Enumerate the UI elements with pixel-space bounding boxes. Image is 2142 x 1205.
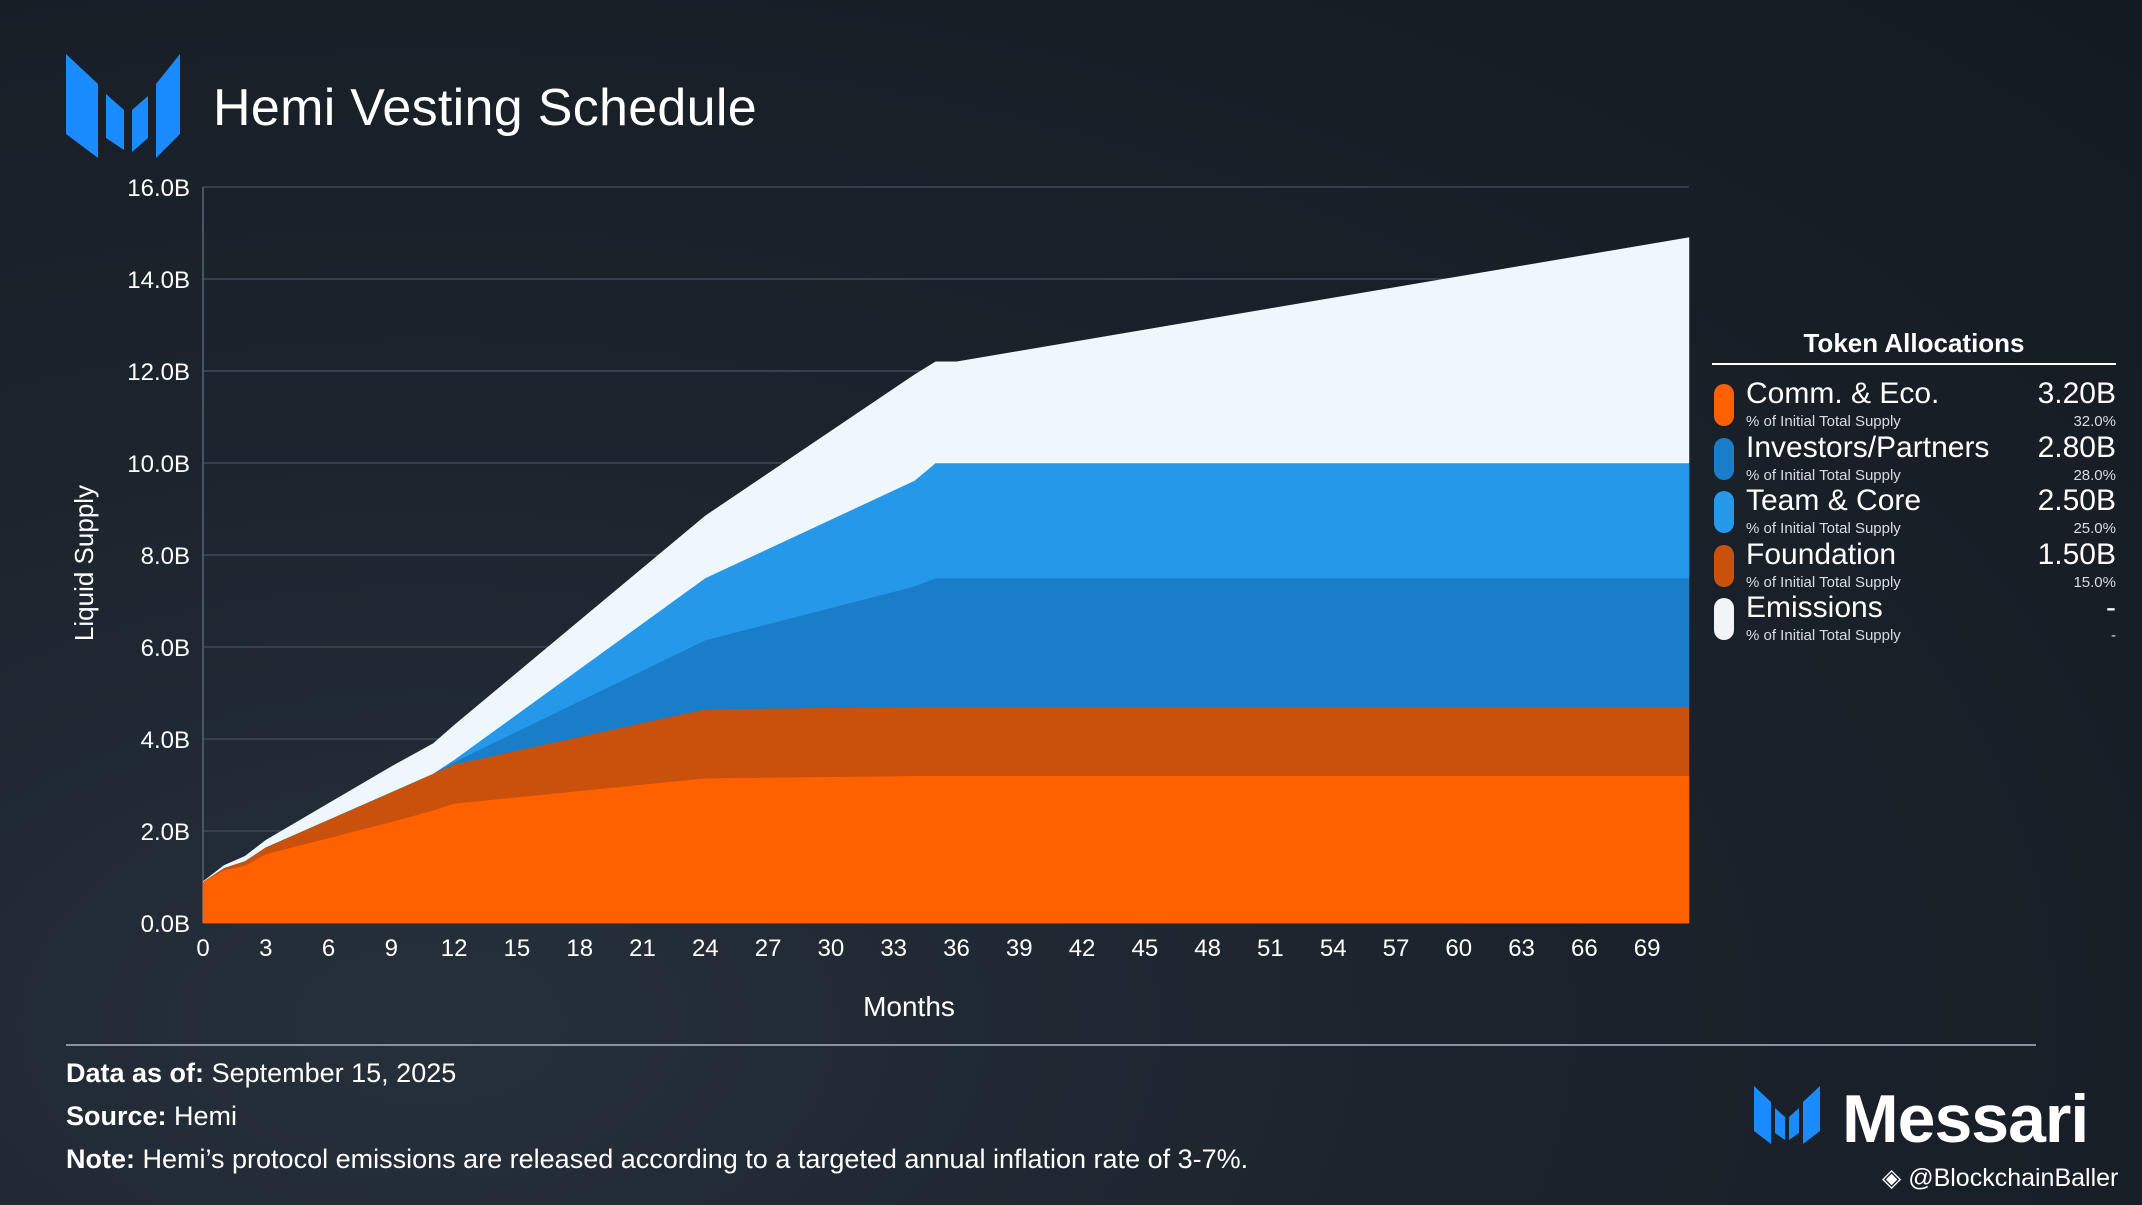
source-value: Hemi bbox=[174, 1101, 238, 1131]
y-tick-label: 2.0B bbox=[141, 819, 190, 846]
legend-swatch bbox=[1714, 384, 1734, 426]
footer-note: Note: Hemi’s protocol emissions are rele… bbox=[66, 1144, 1248, 1175]
watermark: ◈ @BlockchainBaller bbox=[1882, 1163, 2118, 1193]
legend-percent: - bbox=[2111, 627, 2116, 644]
x-tick-label: 66 bbox=[1571, 935, 1598, 962]
x-tick-label: 15 bbox=[504, 935, 531, 962]
legend-name: Comm. & Eco. bbox=[1746, 377, 1940, 410]
legend-value: 2.80B bbox=[2037, 430, 2116, 464]
x-tick-label: 27 bbox=[755, 935, 782, 962]
x-axis-label: Months bbox=[863, 991, 955, 1022]
legend-name: Team & Core bbox=[1746, 484, 1922, 517]
legend-percent: 28.0% bbox=[2073, 466, 2116, 484]
x-tick-label: 54 bbox=[1320, 935, 1347, 962]
x-tick-label: 12 bbox=[441, 935, 468, 962]
footer-source: Source: Hemi bbox=[66, 1101, 237, 1132]
messari-logo-icon bbox=[1754, 1086, 1820, 1144]
x-tick-label: 63 bbox=[1508, 935, 1535, 962]
x-tick-label: 45 bbox=[1131, 935, 1158, 962]
x-tick-label: 57 bbox=[1383, 935, 1410, 962]
legend-swatch bbox=[1714, 437, 1734, 480]
x-tick-label: 24 bbox=[692, 935, 719, 962]
x-tick-label: 69 bbox=[1634, 935, 1661, 962]
legend-name: Investors/Partners bbox=[1746, 430, 1990, 464]
legend-item-team-core: Team & Core 2.50B % of Initial Total Sup… bbox=[1712, 480, 2116, 537]
legend-name: Emissions bbox=[1746, 591, 1883, 624]
footer-date: Data as of: September 15, 2025 bbox=[66, 1058, 456, 1089]
x-tick-label: 51 bbox=[1257, 935, 1284, 962]
x-tick-label: 21 bbox=[629, 935, 656, 962]
legend-value: 1.50B bbox=[2037, 537, 2116, 571]
y-tick-label: 8.0B bbox=[141, 543, 190, 570]
x-tick-label: 0 bbox=[196, 935, 209, 962]
legend-value: 3.20B bbox=[2037, 377, 2116, 410]
note-value: Hemi’s protocol emissions are released a… bbox=[142, 1144, 1249, 1174]
legend-item-foundation: Foundation 1.50B % of Initial Total Supp… bbox=[1712, 534, 2116, 591]
legend-percent: 15.0% bbox=[2073, 573, 2116, 591]
x-tick-label: 48 bbox=[1194, 935, 1221, 962]
x-tick-label: 33 bbox=[880, 935, 907, 962]
legend-title: Token Allocations bbox=[1712, 328, 2116, 365]
x-tick-label: 9 bbox=[385, 935, 398, 962]
y-tick-label: 10.0B bbox=[127, 451, 190, 478]
x-tick-label: 6 bbox=[322, 935, 335, 962]
y-tick-label: 4.0B bbox=[141, 727, 190, 754]
legend-item-emissions: Emissions - % of Initial Total Supply - bbox=[1712, 587, 2116, 644]
legend-value: - bbox=[2106, 591, 2116, 624]
area-emissions bbox=[202, 237, 1690, 882]
token-allocations-legend: Token Allocations Comm. & Eco. 3.20B % o… bbox=[1712, 328, 2116, 644]
date-label: Data as of: bbox=[66, 1058, 205, 1088]
x-tick-label: 30 bbox=[818, 935, 845, 962]
x-tick-label: 60 bbox=[1445, 935, 1472, 962]
x-tick-label: 36 bbox=[943, 935, 970, 962]
x-tick-label: 42 bbox=[1069, 935, 1096, 962]
vesting-chart: 0.0B 2.0B 4.0B 6.0B 8.0B 10.0B 12.0B 14.0B 16.0B… bbox=[69, 175, 1690, 1022]
legend-swatch bbox=[1714, 598, 1734, 640]
legend-subtitle: % of Initial Total Supply bbox=[1746, 627, 1901, 644]
legend-subtitle: % of Initial Total Supply bbox=[1746, 413, 1901, 430]
legend-item-investors: Investors/Partners 2.80B % of Initial To… bbox=[1712, 427, 2116, 484]
legend-name: Foundation bbox=[1746, 537, 1897, 571]
legend-subtitle: % of Initial Total Supply bbox=[1746, 520, 1901, 537]
note-label: Note: bbox=[66, 1144, 135, 1174]
x-tick-label: 3 bbox=[259, 935, 272, 962]
y-tick-label: 12.0B bbox=[127, 359, 190, 386]
y-tick-label: 6.0B bbox=[141, 635, 190, 662]
y-tick-label: 16.0B bbox=[127, 175, 190, 202]
legend-item-comm-eco: Comm. & Eco. 3.20B % of Initial Total Su… bbox=[1712, 373, 2116, 430]
page-title: Hemi Vesting Schedule bbox=[213, 79, 757, 137]
legend-value: 2.50B bbox=[2037, 484, 2116, 517]
y-axis-label: Liquid Supply bbox=[69, 485, 99, 641]
legend-percent: 32.0% bbox=[2073, 413, 2116, 430]
legend-swatch bbox=[1714, 544, 1734, 587]
x-tick-label: 39 bbox=[1006, 935, 1033, 962]
binance-icon: ◈ bbox=[1882, 1164, 1902, 1192]
hemi-logo-icon bbox=[66, 54, 180, 158]
legend-percent: 25.0% bbox=[2073, 520, 2116, 537]
y-tick-label: 0.0B bbox=[141, 911, 190, 938]
legend-swatch bbox=[1714, 491, 1734, 533]
messari-wordmark: Messari bbox=[1842, 1081, 2089, 1157]
date-value: September 15, 2025 bbox=[211, 1058, 457, 1088]
watermark-text: @BlockchainBaller bbox=[1908, 1164, 2119, 1192]
x-tick-label: 18 bbox=[566, 935, 593, 962]
source-label: Source: bbox=[66, 1101, 167, 1131]
y-tick-label: 14.0B bbox=[127, 267, 190, 294]
legend-subtitle: % of Initial Total Supply bbox=[1746, 466, 1901, 484]
footer-divider bbox=[66, 1044, 2036, 1046]
legend-subtitle: % of Initial Total Supply bbox=[1746, 573, 1901, 591]
